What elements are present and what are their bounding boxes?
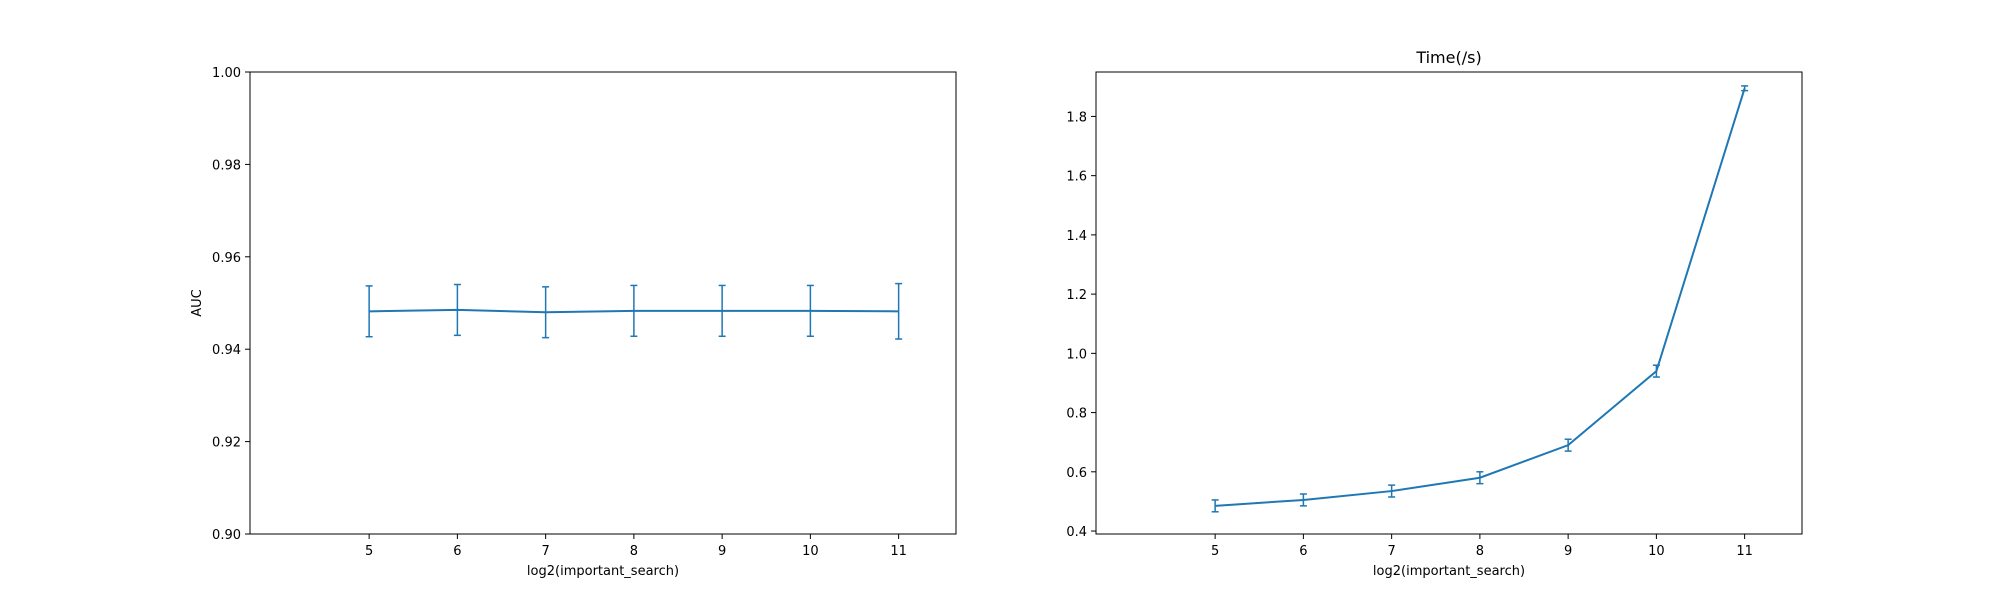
auc-errorbar-7: [542, 286, 550, 339]
auc-x-axis-label: log2(important_search): [527, 564, 679, 579]
auc-x-tick-label-10: 10: [802, 544, 819, 559]
time-x-tick-label-11: 11: [1736, 544, 1753, 559]
time-errorbar-8: [1476, 471, 1484, 485]
auc-y-tick-label-1: 0.92: [212, 436, 241, 451]
auc-plot-frame: [249, 71, 957, 535]
time-x-tick-label-7: 7: [1387, 544, 1395, 559]
time-y-ticks: 0.4 0.6 0.8 1.0 1.2 1.4 1.6 1.8: [1066, 110, 1096, 540]
time-chart-title: Time(/s): [1415, 48, 1481, 67]
time-y-tick-label-2: 0.8: [1066, 407, 1087, 422]
auc-y-tick-label-3: 0.96: [212, 251, 241, 266]
time-y-tick-label-7: 1.8: [1066, 110, 1087, 125]
auc-x-tick-label-9: 9: [718, 544, 726, 559]
time-errorbar-5: [1211, 499, 1219, 513]
auc-x-tick-label-6: 6: [453, 544, 461, 559]
time-x-axis-label: log2(important_search): [1373, 564, 1525, 579]
auc-y-tick-label-2: 0.94: [212, 343, 241, 358]
time-errorbar-6: [1299, 493, 1307, 507]
time-y-tick-label-3: 1.0: [1066, 347, 1087, 362]
time-chart-panel: 5 6 7 8 9 10 11 0.4 0.6 0.8 1.0 1.2 1.4 1.6 1.8 Time(…: [1066, 48, 1803, 579]
time-x-tick-label-9: 9: [1564, 544, 1572, 559]
auc-errorbar-5: [365, 285, 373, 338]
auc-x-tick-label-7: 7: [541, 544, 549, 559]
auc-x-tick-label-5: 5: [365, 544, 373, 559]
time-series: [1211, 85, 1749, 513]
auc-series: [365, 282, 903, 340]
time-x-tick-label-8: 8: [1476, 544, 1484, 559]
time-y-tick-label-1: 0.6: [1066, 466, 1087, 481]
auc-errorbar-11: [895, 282, 903, 340]
time-errorbar-11: [1741, 85, 1749, 92]
time-x-ticks: 5 6 7 8 9 10 11: [1211, 534, 1753, 559]
time-y-tick-label-0: 0.4: [1066, 525, 1087, 540]
time-y-tick-label-4: 1.2: [1066, 288, 1087, 303]
auc-y-tick-label-5: 1.00: [212, 66, 241, 81]
time-y-tick-label-5: 1.4: [1066, 229, 1087, 244]
auc-y-tick-label-4: 0.98: [212, 158, 241, 173]
time-errorbar-9: [1564, 438, 1572, 452]
auc-chart-panel: 5 6 7 8 9 10 11 0.90 0.92 0.94 0.96 0.98 1.00 log2(…: [190, 66, 957, 579]
auc-y-tick-label-0: 0.90: [212, 528, 241, 543]
time-x-tick-label-10: 10: [1648, 544, 1665, 559]
auc-errorbar-8: [630, 284, 638, 338]
auc-x-tick-label-11: 11: [890, 544, 907, 559]
auc-x-tick-label-8: 8: [630, 544, 638, 559]
auc-x-ticks: 5 6 7 8 9 10 11: [365, 534, 907, 559]
time-x-tick-label-6: 6: [1299, 544, 1307, 559]
time-errorbar-10: [1652, 364, 1660, 378]
time-errorbar-7: [1388, 484, 1396, 498]
time-x-tick-label-5: 5: [1211, 544, 1219, 559]
auc-errorbar-10: [806, 284, 814, 338]
time-plot-frame: [1095, 71, 1803, 535]
time-y-tick-label-6: 1.6: [1066, 170, 1087, 185]
auc-errorbar-9: [718, 284, 726, 338]
auc-y-axis-label: AUC: [190, 289, 205, 317]
auc-y-ticks: 0.90 0.92 0.94 0.96 0.98 1.00: [212, 66, 250, 543]
auc-errorbar-6: [453, 283, 461, 337]
